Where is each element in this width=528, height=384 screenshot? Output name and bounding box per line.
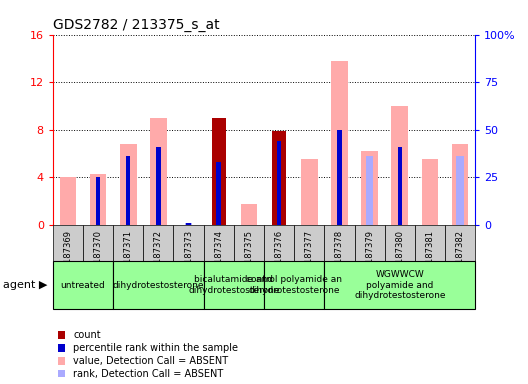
- Bar: [422, 159, 438, 225]
- Text: GSM187372: GSM187372: [154, 230, 163, 281]
- Bar: [60, 177, 76, 225]
- Bar: [53, 261, 113, 309]
- Bar: [150, 118, 167, 225]
- Bar: [452, 144, 468, 225]
- Bar: [272, 131, 286, 225]
- Text: GSM187381: GSM187381: [426, 230, 435, 281]
- Bar: [277, 141, 281, 225]
- Text: untreated: untreated: [61, 281, 106, 290]
- Bar: [216, 162, 221, 225]
- Bar: [212, 118, 225, 225]
- Text: GSM187380: GSM187380: [395, 230, 404, 281]
- Bar: [366, 156, 373, 225]
- Text: GSM187374: GSM187374: [214, 230, 223, 281]
- Bar: [113, 261, 204, 309]
- Bar: [186, 223, 191, 225]
- Bar: [337, 130, 342, 225]
- Text: GSM187373: GSM187373: [184, 230, 193, 281]
- Bar: [415, 225, 445, 261]
- Bar: [391, 106, 408, 225]
- Bar: [204, 261, 264, 309]
- Text: GSM187382: GSM187382: [456, 230, 465, 281]
- Bar: [156, 147, 161, 225]
- Bar: [354, 225, 385, 261]
- Legend: count, percentile rank within the sample, value, Detection Call = ABSENT, rank, : count, percentile rank within the sample…: [58, 330, 238, 379]
- Bar: [264, 261, 324, 309]
- Text: GSM187378: GSM187378: [335, 230, 344, 281]
- Bar: [143, 225, 174, 261]
- Text: GSM187370: GSM187370: [93, 230, 102, 281]
- Bar: [294, 225, 324, 261]
- Bar: [324, 261, 475, 309]
- Bar: [96, 177, 100, 225]
- Text: WGWWCW
polyamide and
dihydrotestosterone: WGWWCW polyamide and dihydrotestosterone: [354, 270, 446, 300]
- Text: GSM187379: GSM187379: [365, 230, 374, 281]
- Bar: [234, 225, 264, 261]
- Text: GDS2782 / 213375_s_at: GDS2782 / 213375_s_at: [53, 18, 220, 32]
- Text: agent ▶: agent ▶: [3, 280, 48, 290]
- Text: GSM187375: GSM187375: [244, 230, 253, 281]
- Bar: [398, 147, 402, 225]
- Text: GSM187376: GSM187376: [275, 230, 284, 281]
- Bar: [445, 225, 475, 261]
- Text: bicalutamide and
dihydrotestosterone: bicalutamide and dihydrotestosterone: [188, 275, 280, 295]
- Bar: [174, 225, 204, 261]
- Bar: [113, 225, 143, 261]
- Bar: [126, 156, 130, 225]
- Bar: [83, 225, 113, 261]
- Text: control polyamide an
dihydrotestosterone: control polyamide an dihydrotestosterone: [246, 275, 342, 295]
- Text: dihydrotestosterone: dihydrotestosterone: [112, 281, 204, 290]
- Text: GSM187377: GSM187377: [305, 230, 314, 281]
- Bar: [241, 204, 257, 225]
- Text: GSM187371: GSM187371: [124, 230, 133, 281]
- Bar: [53, 225, 83, 261]
- Bar: [90, 174, 106, 225]
- Text: GSM187369: GSM187369: [63, 230, 72, 281]
- Bar: [361, 151, 378, 225]
- Bar: [204, 225, 234, 261]
- Bar: [120, 144, 137, 225]
- Bar: [456, 156, 464, 225]
- Bar: [324, 225, 354, 261]
- Bar: [301, 159, 317, 225]
- Bar: [185, 223, 192, 225]
- Bar: [331, 61, 348, 225]
- Bar: [264, 225, 294, 261]
- Bar: [385, 225, 415, 261]
